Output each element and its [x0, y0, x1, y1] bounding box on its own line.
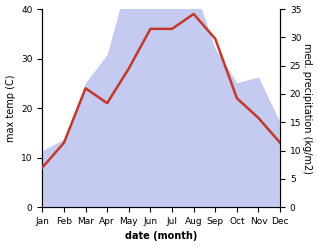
Y-axis label: med. precipitation (kg/m2): med. precipitation (kg/m2): [302, 43, 313, 174]
X-axis label: date (month): date (month): [125, 231, 197, 242]
Y-axis label: max temp (C): max temp (C): [5, 74, 16, 142]
